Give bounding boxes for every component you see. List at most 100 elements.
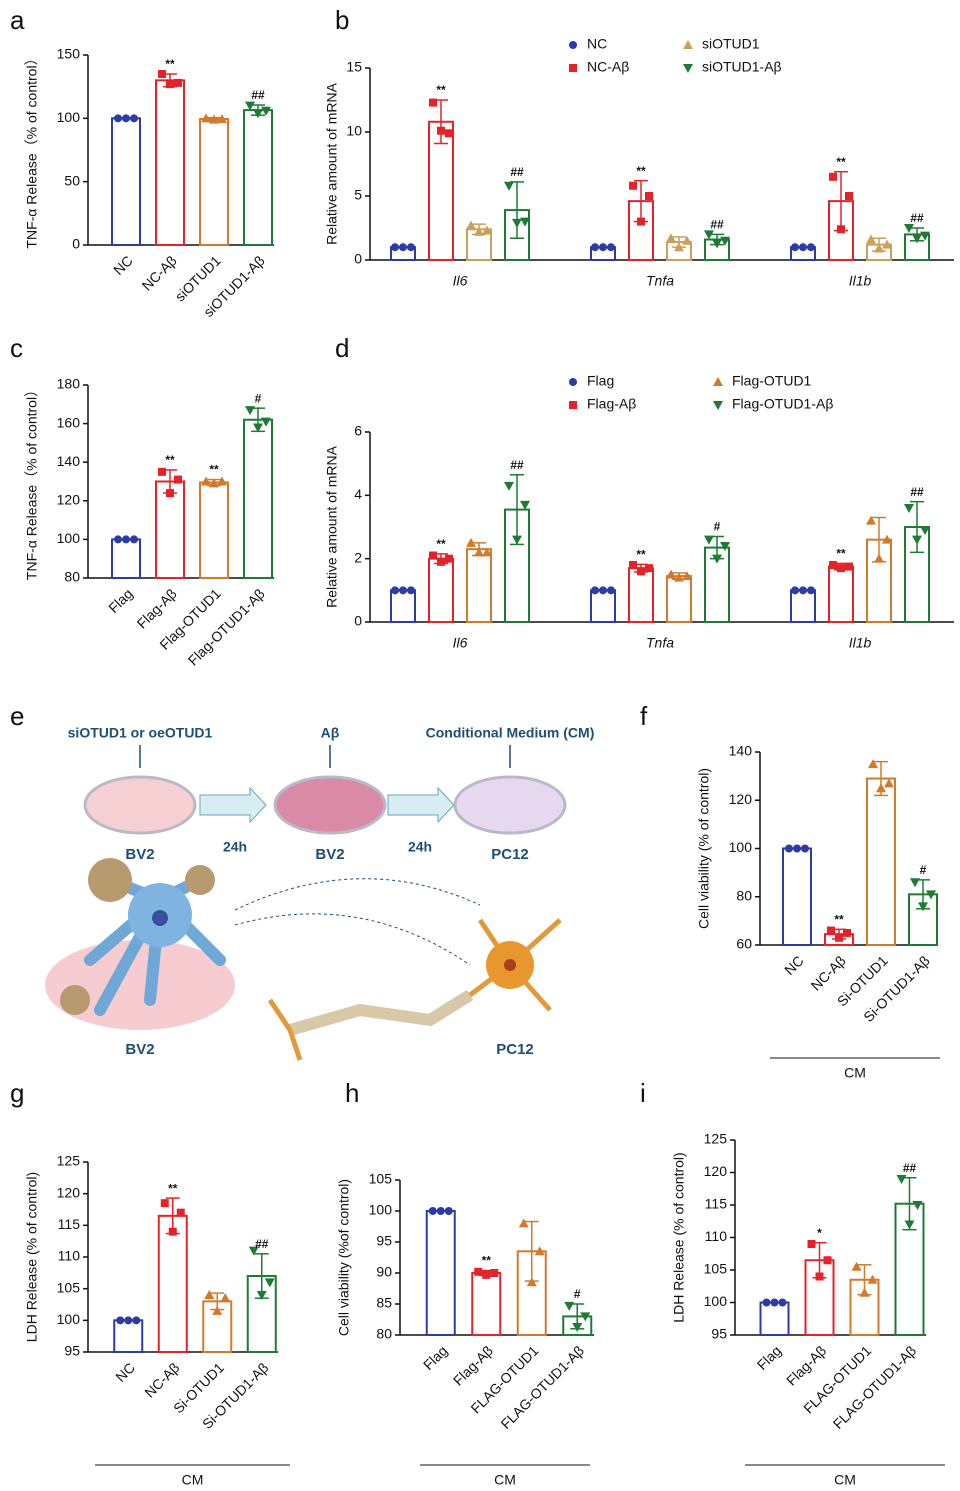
dish-label: BV2 — [125, 846, 154, 863]
data-point — [437, 557, 445, 566]
panel-letter: a — [10, 5, 25, 35]
data-point — [920, 526, 930, 536]
step-label: Conditional Medium (CM) — [426, 725, 595, 741]
data-point — [645, 192, 653, 200]
x-tick-label: NC-Aβ — [808, 952, 849, 993]
step-label: Aβ — [321, 725, 340, 741]
bar — [866, 777, 896, 946]
data-point — [245, 406, 255, 416]
data-point — [212, 1305, 223, 1315]
data-point — [399, 243, 407, 252]
significance: ** — [636, 164, 646, 178]
data-point — [918, 902, 928, 912]
data-point — [204, 1290, 215, 1299]
data-point — [158, 467, 166, 476]
significance: ** — [834, 912, 844, 926]
data-point — [629, 561, 637, 569]
data-point — [217, 113, 227, 123]
legend-label: NC-Aβ — [587, 59, 629, 75]
x-tick-label: NC-Aβ — [139, 252, 180, 293]
data-point — [874, 553, 884, 563]
y-tick-label: 6 — [354, 423, 362, 439]
data-point — [868, 759, 878, 769]
data-point — [166, 80, 174, 89]
y-tick-label: 140 — [729, 743, 753, 759]
data-point — [391, 243, 399, 252]
data-point — [474, 226, 484, 236]
y-tick-label: 100 — [57, 1311, 81, 1327]
chart-f: f Cell viability (% of control) 60 80 100 120… — [640, 701, 940, 1081]
y-tick-label: 0 — [354, 251, 362, 267]
x-tick-label: Il1b — [849, 273, 872, 289]
significance: ** — [165, 453, 175, 467]
data-point — [166, 489, 174, 498]
data-point — [122, 114, 130, 123]
data-point — [482, 225, 492, 235]
bar — [155, 79, 185, 247]
y-axis-label: LDH Release (% of control) — [24, 1172, 40, 1342]
x-tick-label: NC — [781, 952, 807, 978]
data-point — [534, 1246, 545, 1256]
data-point — [799, 586, 807, 595]
cell-label: PC12 — [496, 1041, 534, 1058]
data-point — [912, 535, 922, 545]
x-tick-label: Il6 — [453, 273, 468, 289]
y-tick-label: 100 — [369, 1202, 393, 1218]
data-point — [248, 1246, 259, 1256]
data-point — [429, 551, 437, 560]
y-axis-label: Cell viability (%of control) — [336, 1179, 352, 1336]
y-tick-label: 95 — [711, 1326, 727, 1342]
chart-c: c TNF-α Release（% of control） 80 100 120 140 1… — [10, 333, 274, 668]
data-point — [174, 78, 182, 87]
significance: ## — [910, 211, 924, 225]
data-point — [829, 172, 837, 181]
data-point — [130, 114, 138, 123]
y-tick-label: 120 — [57, 1184, 81, 1200]
nucleus — [504, 959, 516, 971]
data-point — [399, 586, 407, 595]
y-tick-label: 115 — [705, 1196, 728, 1212]
bar — [782, 847, 812, 946]
data-point — [599, 586, 607, 595]
data-point — [591, 243, 599, 252]
legend-label: Flag — [587, 373, 614, 389]
data-point — [837, 564, 845, 573]
y-tick-label: 105 — [369, 1171, 393, 1187]
chart-i: i LDH Release (% of control) 95 100 105 110 11… — [640, 1078, 945, 1488]
neuron — [267, 918, 562, 1061]
bar — [628, 567, 654, 624]
bar — [590, 589, 616, 623]
data-point — [807, 1240, 816, 1248]
data-point — [629, 181, 637, 190]
data-point — [160, 1199, 169, 1208]
bar — [428, 557, 454, 624]
y-tick-label: 4 — [354, 486, 362, 502]
data-point — [572, 1322, 583, 1332]
data-point — [801, 844, 809, 853]
legend-label: Flag-OTUD1-Aβ — [732, 396, 833, 412]
data-point — [429, 98, 437, 107]
data-point — [837, 225, 845, 234]
bar — [425, 1210, 456, 1336]
dish-label: BV2 — [315, 846, 344, 863]
data-point — [867, 1274, 878, 1284]
data-point — [607, 586, 615, 595]
legend-marker — [683, 40, 693, 49]
legend-marker — [683, 64, 693, 73]
data-point — [444, 1207, 453, 1215]
y-tick-label: 80 — [64, 569, 80, 585]
legend-marker — [569, 401, 577, 409]
bar — [111, 117, 141, 246]
dish — [83, 775, 197, 835]
data-point — [466, 220, 476, 230]
bar — [199, 481, 229, 579]
y-axis-label: Relative amount of mRNA — [324, 445, 340, 608]
data-point — [482, 1270, 491, 1279]
y-tick-label: 80 — [736, 887, 752, 903]
data-point — [168, 1227, 177, 1236]
data-point — [114, 535, 122, 544]
legend-marker — [713, 401, 723, 410]
data-point — [720, 236, 730, 246]
significance: ## — [510, 458, 524, 472]
